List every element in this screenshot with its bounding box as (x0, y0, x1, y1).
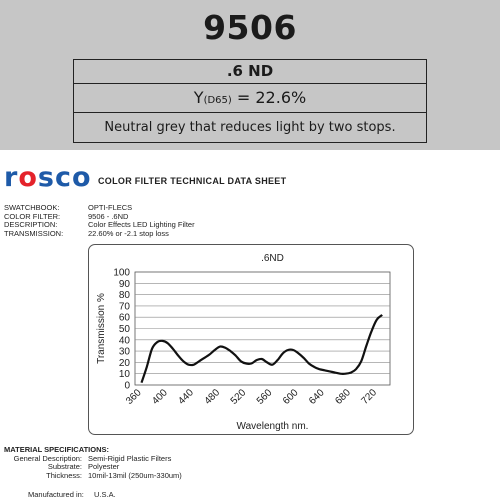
info-value: 9506 - .6ND (88, 211, 129, 221)
info-row-description: DESCRIPTION: Color Effects LED Lighting F… (4, 220, 195, 230)
info-value: Color Effects LED Lighting Filter (88, 220, 195, 229)
info-row-transmission: TRANSMISSION: 22.60% or -2.1 stop loss (4, 228, 195, 239)
y-tick-label: 50 (119, 324, 131, 335)
luminance-value: Y(D65) = 22.6% (74, 84, 426, 113)
info-row-color-filter: COLOR FILTER: 9506 - .6ND (4, 211, 195, 222)
manufactured-in: Manufactured in: U.S.A. (28, 490, 116, 499)
material-row: General Description: Semi-Rigid Plastic F… (13, 453, 172, 463)
x-tick-label: 640 (307, 387, 327, 407)
x-tick-label: 600 (281, 387, 301, 407)
y-tick-label: 90 (119, 279, 131, 290)
luminance-symbol: Y (193, 88, 204, 107)
y-tick-label: 30 (119, 347, 131, 358)
y-axis-label: Transmission % (96, 293, 107, 364)
y-tick-label: 80 (119, 290, 131, 301)
x-tick-label: 680 (333, 387, 353, 407)
info-label: COLOR FILTER: (4, 211, 61, 221)
filter-description: Neutral grey that reduces light by two s… (104, 120, 396, 135)
sheet-title: COLOR FILTER TECHNICAL DATA SHEET (98, 176, 287, 186)
material-row: Thickness: 10mil-13mil (250um-330um) (46, 470, 182, 480)
chart-frame (88, 244, 414, 435)
filter-name: .6 ND (74, 60, 426, 84)
transmission-series-line (140, 314, 383, 384)
info-value: OPTI-FLECS (88, 203, 133, 212)
material-row: Substrate: Polyester (47, 462, 120, 471)
x-tick-label: 440 (176, 387, 196, 407)
y-tick-label: 60 (119, 313, 131, 324)
info-value: 22.60% or -2.1 stop loss (88, 228, 169, 238)
y-tick-label: 20 (119, 358, 131, 369)
y-tick-label: 100 (113, 268, 130, 279)
swatch-info-box: .6 ND Y(D65) = 22.6% Neutral grey that r… (73, 59, 427, 143)
material-heading: MATERIAL SPECIFICATIONS: (4, 445, 109, 454)
x-tick-label: 720 (359, 387, 379, 407)
x-tick-label: 400 (150, 387, 170, 407)
rosco-logo: rosco (4, 162, 92, 193)
y-tick-label: 70 (119, 301, 131, 312)
swatch-panel: 9506 .6 ND Y(D65) = 22.6% Neutral grey t… (0, 0, 500, 150)
y-tick-label: 0 (124, 381, 130, 392)
info-row-swatchbook: SWATCHBOOK: OPTI-FLECS (4, 203, 195, 213)
x-tick-label: 520 (229, 387, 249, 407)
illuminant-label: (D65) (203, 95, 232, 106)
info-label: DESCRIPTION: (4, 220, 58, 229)
material-specifications: MATERIAL SPECIFICATIONS: General Descrip… (4, 445, 182, 480)
x-axis-label: Wavelength nm. (237, 421, 309, 432)
y-tick-label: 10 (119, 369, 131, 380)
x-tick-label: 480 (203, 387, 223, 407)
info-label: TRANSMISSION: (4, 228, 64, 238)
swatch-number: 9506 (203, 8, 297, 47)
filter-info: SWATCHBOOK: OPTI-FLECS COLOR FILTER: 9506 … (4, 203, 195, 239)
y-tick-label: 40 (119, 335, 131, 346)
x-tick-label: 560 (255, 387, 275, 407)
chart-title: .6ND (261, 253, 284, 264)
info-label: SWATCHBOOK: (4, 203, 60, 212)
luminance-percent: = 22.6% (231, 88, 307, 107)
